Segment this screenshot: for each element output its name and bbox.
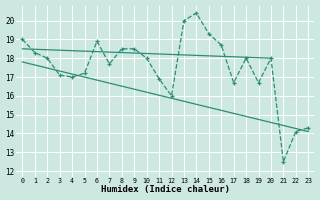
X-axis label: Humidex (Indice chaleur): Humidex (Indice chaleur) <box>101 185 230 194</box>
